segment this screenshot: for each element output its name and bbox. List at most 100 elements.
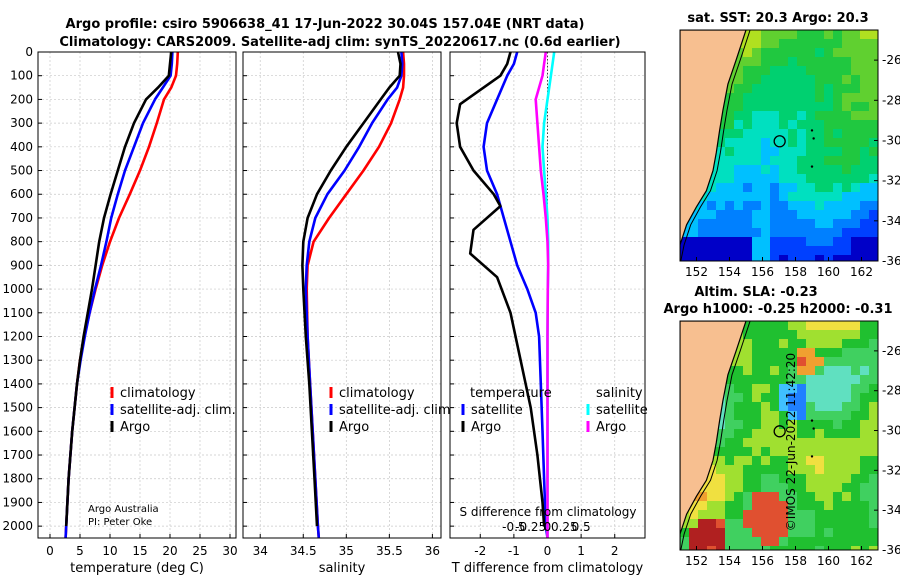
map-cell [734, 93, 744, 103]
map-cell [752, 165, 762, 175]
map-cell [725, 165, 735, 175]
map-cell [833, 192, 843, 202]
map-cell [725, 111, 735, 121]
sla-map-title: Altim. SLA: -0.23 [694, 285, 817, 300]
map-cell [833, 447, 843, 457]
map-cell [707, 219, 717, 229]
map-cell [761, 228, 771, 238]
map-cell [779, 129, 789, 139]
x-tick-label: 35 [339, 544, 354, 558]
map-cell [815, 75, 825, 85]
map-cell [833, 366, 843, 376]
map-cell [869, 537, 878, 547]
map-cell [689, 237, 699, 247]
map-cell [770, 156, 780, 166]
map-cell [698, 528, 708, 538]
map-cell [734, 237, 744, 247]
map-cell [770, 201, 780, 211]
map-cell [752, 93, 762, 103]
map-cell [833, 474, 843, 484]
map-cell [842, 411, 852, 421]
map-cell [851, 57, 861, 67]
map-cell [869, 411, 878, 421]
map-cell [761, 183, 771, 193]
map-cell [761, 192, 771, 202]
map-cell [743, 165, 753, 175]
map-cell [743, 246, 753, 256]
map-cell [842, 48, 852, 58]
map-cell [752, 393, 762, 403]
y-tick-label: 1900 [2, 495, 33, 509]
map-cell [824, 492, 834, 502]
map-cell [788, 192, 798, 202]
map-cell [752, 411, 762, 421]
map-cell [761, 366, 771, 376]
map-cell [779, 429, 789, 439]
map-cell [779, 111, 789, 121]
y-tick-label: 1800 [2, 472, 33, 486]
x-tick-label: 152 [685, 554, 708, 568]
map-cell [779, 237, 789, 247]
map-cell [770, 111, 780, 121]
map-cell [734, 84, 744, 94]
map-cell [734, 501, 744, 511]
map-cell [752, 174, 762, 184]
map-cell [734, 147, 744, 157]
map-cell [851, 411, 861, 421]
map-cell [806, 492, 816, 502]
argo-position-marker [773, 425, 786, 438]
map-cell [788, 66, 798, 76]
map-cell [842, 420, 852, 430]
map-cell [869, 510, 878, 520]
map-cell [797, 174, 807, 184]
map-cell [815, 456, 825, 466]
map-cell [779, 393, 789, 403]
map-cell [725, 156, 735, 166]
map-cell [770, 120, 780, 130]
map-cell [734, 102, 744, 112]
map-cell [797, 483, 807, 493]
map-cell [806, 30, 816, 40]
argo-trail-dot [810, 129, 814, 132]
map-cell [752, 120, 762, 130]
map-cell [779, 456, 789, 466]
map-cell [815, 246, 825, 256]
map-cell [743, 384, 753, 394]
map-cell [788, 57, 798, 67]
y-tick-label: 500 [10, 164, 33, 178]
map-cell [842, 255, 852, 261]
map-cell [743, 93, 753, 103]
map-cell [851, 375, 861, 385]
map-cell [869, 375, 878, 385]
map-cell [833, 93, 843, 103]
map-cell [869, 39, 878, 49]
map-cell [851, 474, 861, 484]
map-cell [833, 357, 843, 367]
legend-label: Argo [339, 420, 369, 435]
map-cell [752, 219, 762, 229]
map-cell [797, 66, 807, 76]
map-cell [851, 255, 861, 261]
map-cell [815, 546, 825, 550]
map-cell [833, 48, 843, 58]
map-cell [860, 411, 870, 421]
map-cell [869, 165, 878, 175]
map-cell [788, 201, 798, 211]
map-cell [743, 120, 753, 130]
map-cell [824, 357, 834, 367]
map-cell [689, 255, 699, 261]
map-cell [716, 219, 726, 229]
map-cell [824, 201, 834, 211]
map-cell [851, 339, 861, 349]
map-cell [734, 219, 744, 229]
map-cell [716, 228, 726, 238]
map-cell [869, 57, 878, 67]
series-temperature-satellite [482, 51, 549, 539]
map-cell [734, 156, 744, 166]
map-cell [716, 546, 726, 550]
x-tick-label: 34.5 [290, 544, 317, 558]
map-cell [806, 321, 816, 331]
map-cell [833, 321, 843, 331]
map-cell [860, 93, 870, 103]
